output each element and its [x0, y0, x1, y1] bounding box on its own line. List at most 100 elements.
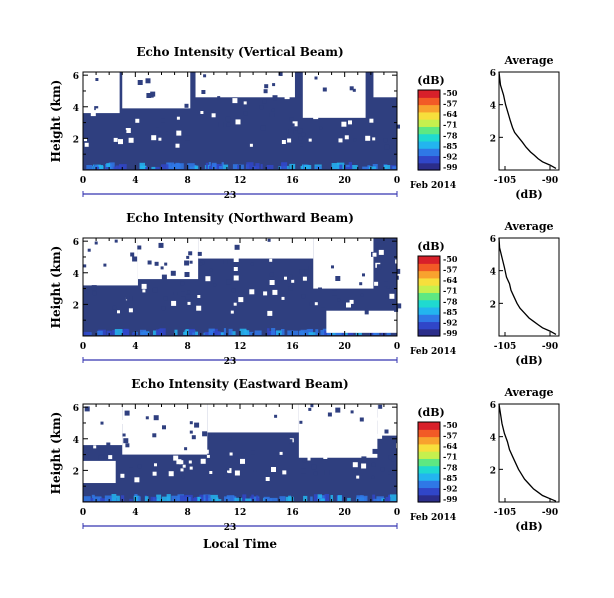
speckle-cell: [371, 462, 376, 467]
echo-cell: [308, 332, 316, 335]
colorbar-segment: [418, 285, 440, 293]
speckle-cell: [180, 281, 185, 286]
speckle-cell: [228, 437, 232, 441]
speckle-cell: [185, 294, 191, 300]
x-tick-label: 16: [286, 508, 299, 518]
echo-cell: [172, 164, 176, 169]
speckle-cell: [265, 477, 270, 481]
speckle-cell: [369, 257, 373, 261]
colorbar-tick-label: -85: [443, 307, 457, 317]
speckle-cell: [128, 137, 134, 143]
colorbar-tick-label: -50: [443, 420, 458, 430]
speckle-cell: [161, 118, 165, 123]
speckle-cell: [226, 279, 232, 285]
speckle-cell: [226, 122, 231, 127]
colorbar-segment: [418, 299, 440, 308]
echo-cell: [223, 328, 226, 335]
avg-y-tick-label: 4: [490, 434, 496, 444]
speckle-cell: [95, 78, 99, 81]
speckle-cell: [299, 269, 305, 275]
speckle-cell: [352, 462, 358, 468]
speckle-cell: [180, 85, 185, 90]
colorbar-segment: [418, 263, 440, 272]
echo-cell: [90, 498, 94, 501]
y-tick-label: 4: [73, 270, 79, 280]
speckle-cell: [182, 464, 186, 468]
echo-cell: [105, 167, 110, 169]
colorbar-tick-label: -78: [443, 296, 458, 306]
speckle-cell: [154, 463, 157, 467]
speckle-cell: [151, 135, 157, 141]
colorbar-tick-label: -50: [443, 88, 458, 98]
avg-y-tick-label: 2: [490, 466, 496, 476]
x-tick-label: 0: [394, 508, 400, 518]
echo-cell: [345, 164, 350, 169]
speckle-cell: [137, 240, 143, 246]
speckle-cell: [280, 100, 283, 103]
speckle-cell: [245, 246, 250, 251]
speckle-cell: [160, 266, 164, 270]
speckle-cell: [243, 111, 248, 116]
x-tick-label: 8: [185, 508, 191, 518]
y-tick-label: 2: [73, 135, 79, 145]
speckle-cell: [294, 127, 298, 131]
echo-cell: [137, 496, 141, 501]
speckle-cell: [187, 290, 191, 294]
colorbar-tick-label: -99: [443, 162, 458, 172]
speckle-cell: [176, 116, 180, 120]
speckle-cell: [393, 273, 398, 278]
speckle-cell: [114, 239, 118, 243]
echo-cell: [228, 328, 233, 335]
speckle-cell: [213, 283, 217, 287]
speckle-cell: [284, 86, 288, 90]
speckle-cell: [189, 260, 193, 264]
colorbar-frame: [417, 89, 441, 171]
echo-cell: [367, 165, 371, 169]
echo-cell: [266, 165, 274, 169]
echo-cell: [323, 330, 328, 335]
no-data-patch: [298, 404, 378, 458]
x-tick-label: 16: [286, 176, 299, 186]
panel-title: Echo Intensity (Vertical Beam): [136, 45, 343, 59]
speckle-cell: [262, 99, 267, 104]
speckle-cell: [291, 279, 295, 283]
echo-cell: [192, 498, 197, 501]
speckle-cell: [137, 464, 142, 469]
speckle-cell: [263, 89, 268, 94]
colorbar-segment: [418, 292, 440, 301]
x-tick-label: 8: [185, 342, 191, 352]
speckle-cell: [115, 94, 119, 98]
speckle-cell: [395, 268, 401, 274]
echo-cell: [356, 495, 363, 501]
echo-cell: [372, 494, 376, 501]
echo-cell: [306, 329, 313, 335]
speckle-cell: [369, 118, 374, 123]
speckle-cell: [313, 471, 318, 476]
speckle-cell: [308, 89, 313, 93]
echo-cell: [313, 494, 318, 501]
speckle-cell: [92, 291, 97, 296]
avg-y-tick-label: 4: [490, 268, 496, 278]
speckle-cell: [94, 241, 98, 245]
speckle-cell: [147, 260, 152, 265]
no-data-patch: [302, 72, 366, 118]
speckle-cell: [155, 127, 160, 132]
speckle-cell: [288, 286, 293, 291]
echo-cell: [93, 496, 102, 501]
speckle-cell: [137, 245, 142, 250]
echo-cell: [106, 330, 112, 335]
speckle-cell: [93, 445, 97, 449]
speckle-cell: [216, 415, 220, 420]
speckle-cell: [172, 255, 177, 260]
speckle-cell: [146, 93, 152, 98]
echo-cell: [246, 162, 254, 169]
speckle-cell: [279, 451, 283, 455]
speckle-cell: [84, 138, 87, 142]
speckle-cell: [189, 463, 193, 467]
speckle-cell: [281, 140, 286, 144]
echo-cell: [260, 164, 263, 169]
speckle-cell: [124, 410, 130, 416]
speckle-cell: [269, 272, 274, 277]
echo-cell: [159, 328, 166, 335]
echo-cell: [133, 495, 140, 501]
